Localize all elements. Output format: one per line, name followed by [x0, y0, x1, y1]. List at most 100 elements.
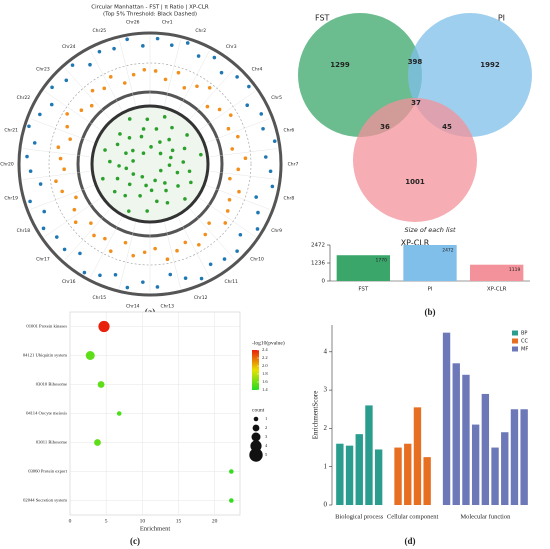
size-legend-label: 3: [265, 434, 268, 439]
snp-point: [58, 156, 63, 161]
snp-point: [185, 133, 189, 137]
snp-point: [167, 163, 172, 167]
snp-point: [142, 67, 147, 72]
snp-point: [139, 134, 144, 139]
y-tick-label: 1: [324, 462, 328, 470]
snp-point: [78, 251, 82, 256]
y-axis-label: EnrichmentScore: [312, 391, 320, 440]
snp-point: [115, 176, 120, 181]
chart-title: Circular Manhattan - FST | π Ratio | XP-…: [91, 5, 209, 11]
bar-value-label: 1770: [376, 258, 388, 264]
chromosome-label: Chr7: [288, 162, 299, 168]
snp-point: [176, 70, 181, 75]
snp-point: [117, 164, 121, 168]
snp-point: [103, 148, 107, 152]
snp-point: [222, 257, 227, 261]
snp-point: [90, 88, 95, 93]
snp-point: [38, 112, 42, 117]
snp-point: [185, 41, 190, 45]
chromosome-divider: [209, 171, 278, 180]
chromosome-label: Chr12: [194, 295, 208, 301]
snp-point: [140, 174, 145, 179]
bar-value-label: 2472: [442, 248, 454, 254]
snp-point: [226, 126, 231, 131]
snp-point: [162, 115, 167, 119]
snp-point: [223, 221, 228, 225]
chromosome-label: Chr1: [162, 20, 173, 26]
snp-point: [108, 75, 113, 79]
snp-point: [41, 226, 46, 231]
snp-point: [268, 169, 273, 174]
group-label: Biological process: [335, 513, 384, 520]
x-tick-label: 20: [212, 518, 218, 524]
snp-point: [74, 195, 78, 200]
x-tick-label: 10: [140, 518, 146, 524]
venn-set-label: FST: [315, 14, 330, 23]
snp-point: [167, 137, 171, 142]
chromosome-label: Chr21: [4, 127, 18, 133]
snp-point: [259, 112, 264, 116]
venn-count: 398: [408, 58, 423, 66]
chart-subtitle: (Top 5% Threshold: Black Dashed): [103, 12, 197, 18]
bar: [403, 245, 457, 281]
snp-point: [65, 112, 69, 116]
snp-point: [183, 276, 188, 280]
snp-point: [163, 181, 167, 185]
y-tick-label: 03011 Ribosome: [36, 440, 67, 445]
chromosome-divider: [177, 217, 210, 278]
snp-point: [155, 36, 160, 41]
bar: [471, 424, 480, 505]
size-legend-title: count: [252, 407, 265, 413]
panel-label: (c): [130, 536, 140, 546]
snp-point: [141, 280, 145, 284]
chromosome-label: Chr25: [93, 28, 107, 34]
chromosome-label: Chr17: [36, 256, 50, 262]
snp-point: [255, 227, 260, 231]
chart-title: Size of each list: [404, 226, 455, 234]
snp-point: [208, 262, 213, 267]
snp-point: [32, 141, 37, 145]
bar: [491, 447, 499, 505]
snp-point: [163, 77, 168, 82]
chromosome-divider: [90, 217, 123, 278]
snp-point: [217, 107, 222, 112]
bar: [345, 445, 354, 505]
bubble: [97, 381, 105, 388]
bar: [470, 264, 524, 281]
venn-set-label: XP-CLR: [401, 239, 430, 248]
chromosome-label: Chr6: [283, 127, 294, 133]
snp-point: [123, 193, 128, 198]
chromosome-divider: [199, 91, 256, 131]
colorbar-tick-label: 1.4: [262, 387, 268, 392]
x-tick-label: 0: [69, 518, 72, 524]
snp-point: [261, 126, 265, 131]
chromosome-label: Chr15: [93, 295, 107, 301]
chromosome-divider: [64, 208, 111, 260]
y-tick-label: 03060 Protein export: [28, 469, 68, 474]
y-tick-label: 2472: [311, 243, 325, 249]
y-tick-label: 02044 Secretion system: [23, 498, 67, 503]
snp-point: [227, 197, 232, 202]
chromosome-label: Chr16: [62, 279, 76, 285]
snp-point: [245, 103, 250, 108]
snp-point: [165, 257, 170, 262]
snp-point: [203, 232, 208, 237]
snp-point: [89, 221, 93, 225]
size-legend-label: 4: [265, 443, 268, 448]
chromosome-label: Chr26: [126, 20, 140, 26]
y-tick-label: 03010 Ribosome: [36, 382, 67, 387]
venn-count: 1992: [480, 61, 500, 69]
legend-label: CC: [521, 339, 528, 345]
snp-point: [118, 132, 122, 136]
snp-point: [145, 209, 149, 213]
snp-point: [158, 168, 163, 173]
snp-point: [170, 125, 174, 130]
colorbar-tick-label: 2.2: [262, 355, 268, 360]
snp-point: [28, 199, 32, 204]
venn-set-label: PI: [498, 14, 505, 23]
snp-point: [68, 137, 72, 141]
snp-point: [183, 197, 187, 201]
bar: [413, 407, 422, 505]
chromosome-divider: [177, 50, 210, 111]
